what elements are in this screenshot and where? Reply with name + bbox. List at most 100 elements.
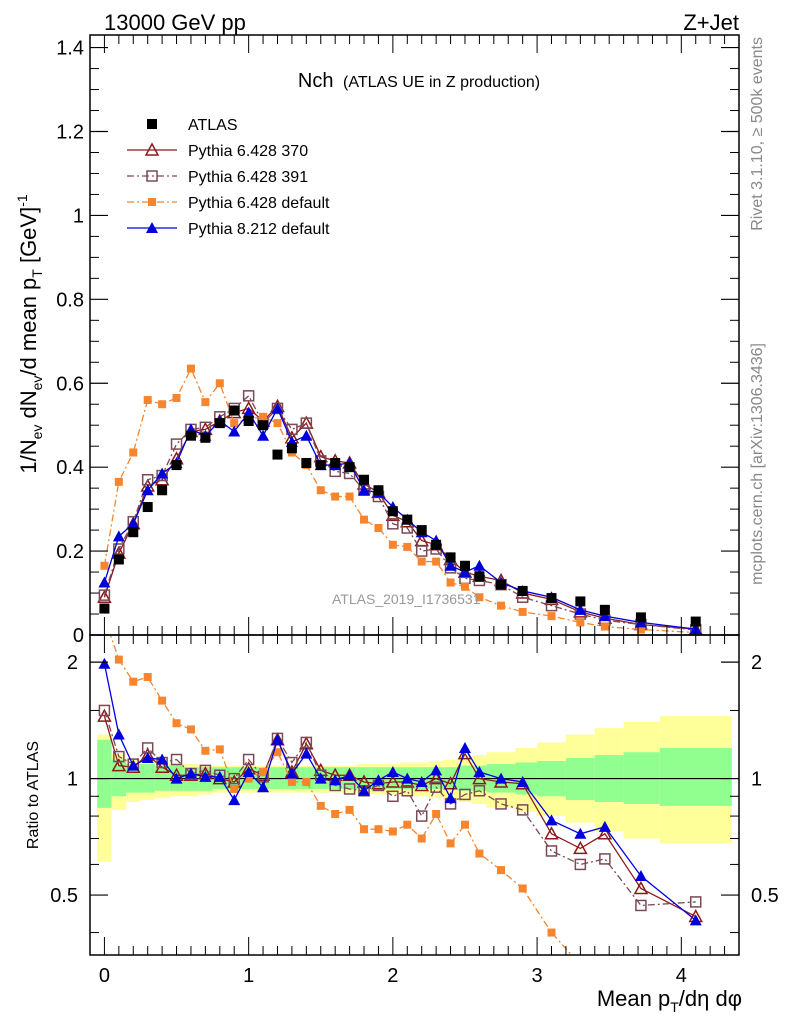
ratio-point-pythia-6-428-default — [172, 719, 181, 728]
main-y-tick-label: 0.8 — [56, 289, 84, 311]
header-energy-label: 13000 GeV pp — [104, 10, 246, 35]
main-point-atlas — [171, 460, 182, 471]
ratio-point-pythia-6-428-default — [129, 677, 138, 686]
ratio-point-pythia-6-428-370 — [428, 771, 444, 785]
ratio-point-pythia-6-428-391 — [387, 790, 399, 803]
main-y-axis-label: 1/Nev dNev/d mean pT [GeV]-1 — [14, 194, 45, 474]
legend-marker — [147, 119, 157, 129]
ratio-point-pythia-8-212-default — [314, 772, 327, 784]
ratio-point-pythia-8-212-default — [112, 728, 125, 740]
main-point-pythia-6-428-default — [230, 419, 239, 428]
ratio-point-pythia-8-212-default — [444, 792, 457, 804]
ratio-point-pythia-6-428-default — [302, 777, 311, 786]
ratio-point-pythia-8-212-default — [473, 765, 486, 777]
ratio-point-pythia-8-212-default — [386, 765, 399, 777]
ratio-plot-frame — [89, 634, 740, 956]
main-point-pythia-8-212-default — [257, 429, 270, 441]
main-point-pythia-8-212-default — [141, 484, 154, 496]
x-axis-label: Mean pT/dη dφ — [597, 986, 742, 1015]
main-point-pythia-6-428-default — [547, 612, 556, 621]
ratio-point-pythia-6-428-default — [460, 820, 469, 829]
main-point-pythia-8-212-default — [473, 559, 486, 571]
main-point-pythia-6-428-default — [600, 622, 609, 631]
ratio-band-inner — [111, 759, 127, 797]
ratio-point-pythia-6-428-391 — [495, 798, 507, 810]
main-point-atlas — [690, 616, 701, 627]
ratio-point-pythia-6-428-391 — [459, 788, 471, 801]
main-point-atlas — [575, 596, 586, 607]
ratio-point-pythia-6-428-391 — [635, 899, 647, 912]
ratio-line-pythia-6-428-370 — [103, 715, 697, 918]
main-point-pythia-8-212-default — [156, 467, 169, 479]
ratio-point-pythia-6-428-default — [201, 746, 210, 755]
main-point-atlas — [344, 462, 355, 473]
main-point-atlas — [445, 552, 456, 563]
ratio-point-pythia-8-212-default — [358, 784, 371, 796]
ratio-y-axis-label: Ratio to ATLAS — [25, 741, 42, 849]
legend-entry-pythia-6-428-370: Pythia 6.428 370 — [127, 142, 308, 160]
ratio-point-pythia-8-212-default — [127, 759, 140, 771]
ratio-point-pythia-8-212-default — [495, 772, 508, 784]
ratio-point-pythia-6-428-default — [215, 745, 224, 754]
main-point-atlas — [229, 405, 240, 416]
rivet-version-label: Rivet 3.1.10, ≥ 500k events — [749, 37, 766, 231]
ratio-point-pythia-6-428-391 — [401, 785, 414, 797]
x-tick-label: 1 — [243, 965, 254, 987]
ratio-point-pythia-6-428-370 — [443, 776, 458, 790]
main-point-pythia-6-428-default — [158, 400, 167, 409]
main-point-pythia-6-428-default — [143, 396, 152, 405]
ratio-y-tick-label-right: 1 — [751, 769, 762, 791]
ratio-point-pythia-8-212-default — [634, 870, 647, 882]
main-point-pythia-6-428-default — [417, 557, 426, 566]
main-point-atlas — [99, 603, 110, 614]
ratio-point-pythia-6-428-370 — [573, 840, 588, 855]
main-data-marks — [97, 364, 703, 635]
main-point-pythia-8-212-default — [112, 530, 125, 542]
ratio-point-pythia-6-428-default — [331, 809, 340, 818]
legend-label: Pythia 8.212 default — [188, 221, 330, 238]
ratio-point-pythia-6-428-370 — [597, 826, 613, 840]
ratio-point-pythia-8-212-default — [516, 775, 529, 787]
ratio-point-pythia-6-428-370 — [472, 771, 487, 785]
ratio-point-pythia-6-428-391 — [516, 804, 529, 816]
main-point-pythia-8-212-default — [444, 559, 457, 571]
main-point-atlas — [185, 430, 196, 441]
main-point-pythia-6-428-391 — [387, 518, 399, 530]
ratio-point-pythia-6-428-default — [497, 866, 506, 875]
ratio-point-pythia-8-212-default — [430, 764, 443, 776]
main-point-atlas — [546, 593, 557, 604]
ratio-point-pythia-6-428-391 — [545, 845, 558, 857]
legend-entry-pythia-6-428-default: Pythia 6.428 default — [127, 195, 330, 212]
main-point-pythia-6-428-default — [259, 412, 268, 421]
ratio-point-pythia-6-428-391 — [228, 772, 240, 785]
ratio-point-pythia-6-428-default — [259, 767, 268, 776]
main-point-atlas — [301, 457, 312, 468]
main-point-atlas — [128, 527, 139, 538]
main-point-atlas — [474, 571, 485, 582]
main-point-pythia-8-212-default — [458, 566, 471, 578]
main-point-pythia-6-428-370 — [154, 472, 170, 486]
ratio-point-pythia-8-212-default — [401, 772, 414, 784]
ratio-point-pythia-6-428-default — [403, 820, 412, 829]
ratio-point-pythia-6-428-default — [475, 849, 484, 858]
x-tick-label: 3 — [532, 965, 543, 987]
ratio-point-pythia-8-212-default — [458, 741, 471, 753]
ratio-point-pythia-8-212-default — [689, 914, 702, 926]
ratio-y-tick-label: 0.5 — [50, 885, 78, 907]
main-point-pythia-6-428-391 — [300, 417, 313, 429]
ratio-point-pythia-6-428-391 — [300, 736, 313, 749]
ratio-point-pythia-6-428-370 — [385, 774, 401, 788]
main-point-pythia-6-428-default — [475, 593, 484, 602]
ratio-point-pythia-6-428-391 — [113, 750, 125, 763]
x-tick-label: 2 — [387, 965, 398, 987]
main-point-atlas — [200, 432, 211, 443]
main-point-pythia-8-212-default — [300, 429, 313, 441]
ratio-point-pythia-6-428-391 — [599, 853, 611, 865]
ratio-point-pythia-8-212-default — [98, 657, 111, 669]
ratio-axis-ticks: 0.5 0.5 1 1 2 2 0 1 2 3 4 — [50, 635, 779, 987]
main-point-pythia-8-212-default — [98, 576, 111, 588]
main-point-pythia-6-428-default — [201, 398, 210, 407]
ratio-point-pythia-6-428-370 — [544, 826, 559, 840]
ratio-point-pythia-6-428-default — [374, 825, 383, 834]
